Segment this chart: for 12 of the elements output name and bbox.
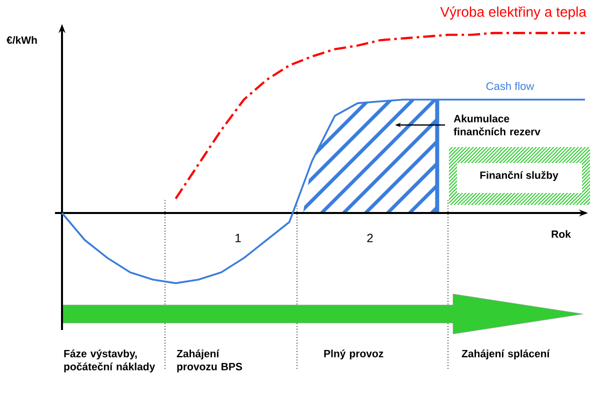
annotation: Akumulace finančních rezerv [454, 114, 540, 136]
text: Plný provoz [324, 350, 384, 360]
text: Zahájení splácení [462, 350, 550, 360]
text: Fáze výstavby, počáteční náklady [64, 350, 156, 372]
series-label: Výroba elektřiny a tepla [440, 6, 586, 20]
annotation: 1 [236, 234, 241, 242]
y-axis-title: €/kWh [6, 36, 37, 44]
annotation: 2 [367, 234, 373, 242]
text: Zahájení provozu BPS [176, 350, 242, 372]
annotation: Finanční služby [480, 170, 558, 181]
x-axis-title: Rok [552, 230, 571, 238]
series-label: Cash flow [486, 82, 534, 90]
